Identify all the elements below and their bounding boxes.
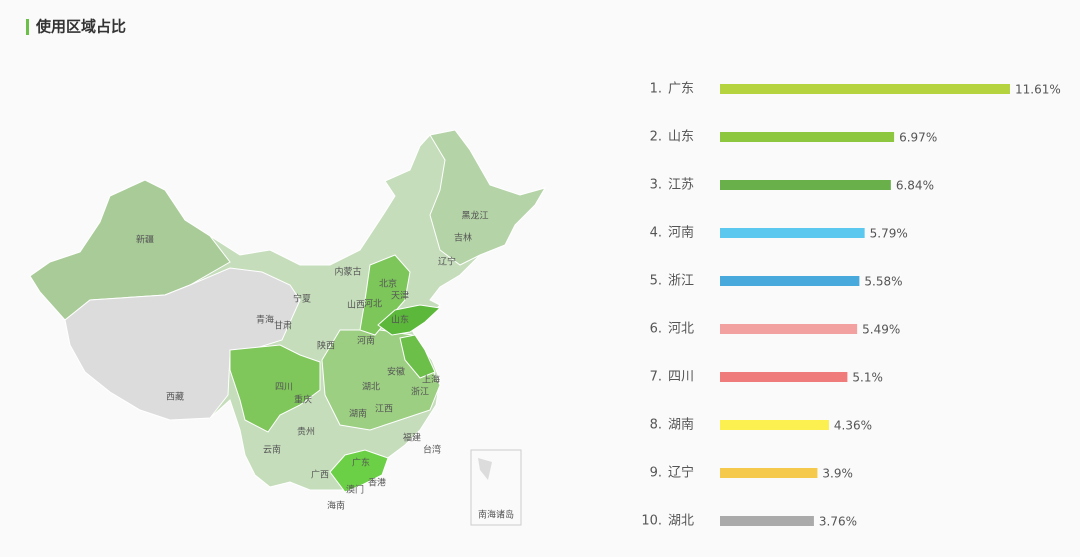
province-label: 四川 — [275, 383, 293, 393]
category-label: 广东 — [668, 82, 694, 97]
bar — [720, 132, 895, 142]
province-label: 台湾 — [423, 444, 441, 456]
category-label: 浙江 — [668, 274, 694, 289]
province-label: 河南 — [357, 335, 375, 347]
province-label: 甘肃 — [274, 320, 292, 332]
category-label: 山东 — [668, 130, 694, 145]
rank-label: 9. — [650, 466, 662, 481]
value-label: 5.79% — [870, 227, 908, 241]
title-accent — [26, 19, 29, 35]
province-label: 湖北 — [362, 382, 380, 393]
province-label: 内蒙古 — [334, 266, 361, 278]
province-label: 贵州 — [297, 426, 315, 438]
rank-label: 7. — [650, 370, 662, 385]
province-label: 重庆 — [294, 394, 312, 406]
value-label: 3.9% — [822, 467, 853, 481]
province-label: 吉林 — [454, 232, 472, 244]
rank-label: 5. — [650, 274, 662, 289]
region-jiangsu — [399, 334, 436, 379]
value-label: 3.76% — [819, 515, 857, 529]
map: 南海诸岛 — [29, 129, 547, 526]
category-label: 湖南 — [668, 417, 694, 433]
rank-label: 8. — [650, 418, 662, 433]
rank-label: 3. — [650, 178, 662, 193]
value-label: 5.58% — [864, 275, 902, 289]
bar — [720, 84, 1010, 94]
province-label: 广西 — [311, 469, 329, 481]
bar — [720, 324, 858, 334]
value-label: 6.97% — [899, 131, 937, 145]
bar — [720, 516, 814, 526]
province-label: 西藏 — [166, 391, 184, 403]
category-label: 河北 — [668, 322, 694, 337]
category-label: 四川 — [668, 370, 694, 385]
rank-label: 4. — [650, 226, 662, 241]
title: 使用区域占比 — [35, 18, 126, 36]
value-label: 4.36% — [834, 419, 872, 433]
province-label: 辽宁 — [438, 256, 456, 268]
region-northeast — [429, 129, 547, 266]
province-label: 北京 — [379, 278, 397, 290]
province-label: 湖南 — [349, 408, 367, 420]
category-label: 湖北 — [668, 514, 694, 529]
province-label: 云南 — [263, 444, 281, 456]
region-shandong — [377, 304, 442, 336]
value-label: 5.1% — [852, 371, 883, 385]
province-label: 浙江 — [411, 386, 429, 398]
province-label: 青海 — [256, 314, 274, 326]
bar — [720, 372, 848, 382]
inset-label: 南海诸岛 — [478, 509, 514, 521]
province-label: 山东 — [391, 314, 409, 326]
province-label: 黑龙江 — [461, 210, 488, 222]
province-label: 海南 — [327, 500, 345, 512]
region-guangdong — [329, 449, 389, 493]
province-label: 宁夏 — [293, 293, 311, 305]
rank-label: 6. — [650, 322, 662, 337]
province-label: 江西 — [375, 404, 393, 415]
province-label: 天津 — [391, 291, 409, 302]
inset-box — [470, 449, 522, 526]
bar — [720, 420, 829, 430]
bar — [720, 276, 860, 286]
province-label: 山西 — [347, 300, 365, 311]
bar — [720, 228, 865, 238]
rank-label: 10. — [641, 514, 662, 529]
value-label: 5.49% — [862, 323, 900, 337]
rank-label: 2. — [650, 130, 662, 145]
category-label: 河南 — [668, 225, 694, 241]
bar — [720, 468, 818, 478]
category-label: 辽宁 — [668, 465, 694, 481]
value-label: 11.61% — [1015, 83, 1061, 97]
province-label: 安徽 — [387, 366, 405, 378]
province-label: 香港 — [368, 477, 386, 489]
province-label: 澳门 — [346, 484, 364, 496]
category-label: 江苏 — [668, 177, 694, 193]
inset-island — [478, 458, 492, 480]
value-label: 6.84% — [896, 179, 934, 193]
province-label: 新疆 — [136, 234, 154, 246]
province-label: 陕西 — [317, 340, 335, 352]
bar — [720, 180, 891, 190]
province-label: 福建 — [403, 432, 421, 444]
province-label: 广东 — [352, 457, 370, 469]
province-label: 河北 — [364, 298, 382, 310]
region-sichuan — [229, 344, 321, 433]
rank-label: 1. — [650, 82, 662, 97]
province-label: 上海 — [422, 374, 440, 386]
